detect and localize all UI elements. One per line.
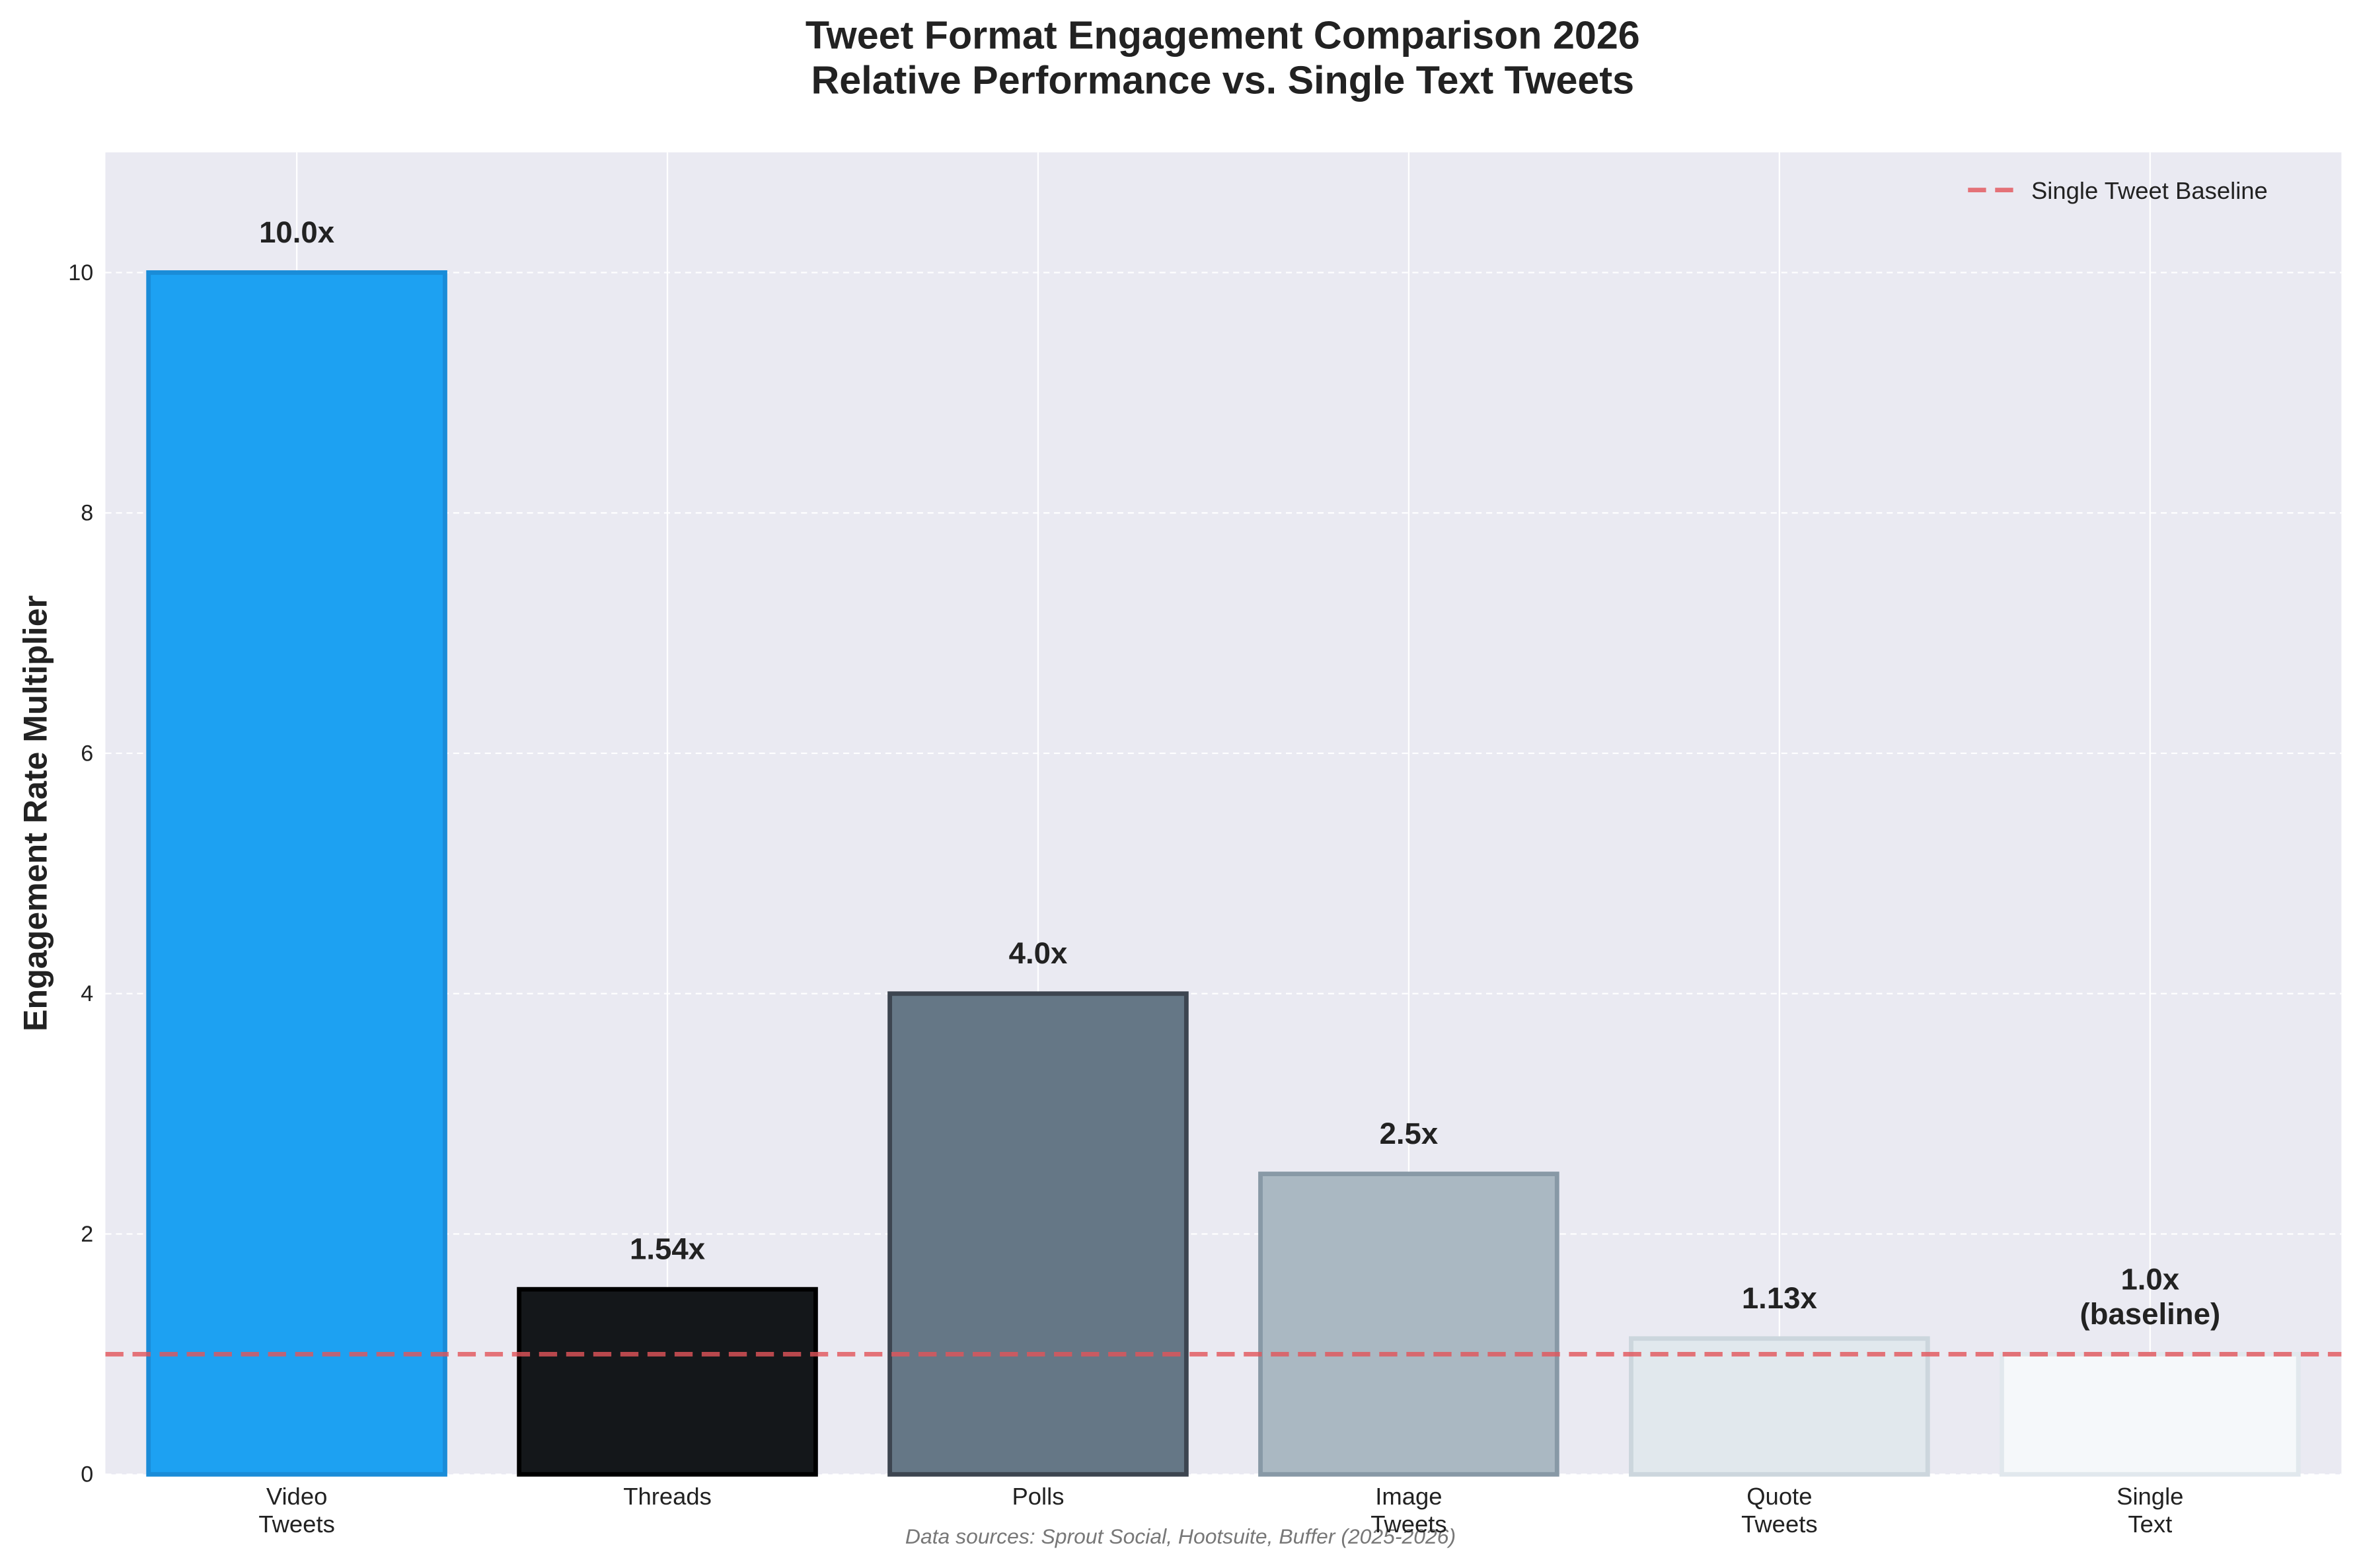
y-axis-label: Engagement Rate Multiplier: [17, 595, 54, 1031]
legend-label: Single Tweet Baseline: [2031, 177, 2268, 204]
data-label: 10.0x: [259, 215, 334, 249]
x-tick-label: Single Text: [2117, 1483, 2183, 1538]
bar: [517, 1287, 818, 1477]
data-label: 2.5x: [1380, 1117, 1439, 1150]
y-tick-label: 8: [81, 501, 93, 526]
x-tick-label: Quote Tweets: [1741, 1483, 1817, 1538]
y-tick-label: 2: [81, 1222, 93, 1247]
bar: [1999, 1351, 2301, 1477]
data-label: 1.54x: [630, 1232, 705, 1266]
bar: [887, 991, 1189, 1477]
data-label: 1.0x (baseline): [2080, 1262, 2220, 1330]
x-tick-label: Video Tweets: [258, 1483, 334, 1538]
bar: [1258, 1172, 1559, 1477]
y-tick-label: 10: [68, 260, 93, 285]
y-tick-label: 4: [81, 981, 93, 1006]
y-tick-label: 0: [81, 1462, 93, 1487]
bar: [1629, 1336, 1930, 1477]
bar: [146, 270, 447, 1477]
x-tick-label: Polls: [1012, 1483, 1064, 1510]
x-tick-label: Image Tweets: [1370, 1483, 1446, 1538]
plot-area: [105, 152, 2342, 1475]
chart-title: Tweet Format Engagement Comparison 2026 R…: [806, 13, 1640, 102]
data-label: 1.13x: [1742, 1281, 1817, 1315]
source-note: Data sources: Sprout Social, Hootsuite, …: [905, 1524, 1456, 1548]
x-tick-label: Threads: [623, 1483, 712, 1510]
y-tick-label: 6: [81, 741, 93, 766]
data-label: 4.0x: [1009, 936, 1068, 970]
